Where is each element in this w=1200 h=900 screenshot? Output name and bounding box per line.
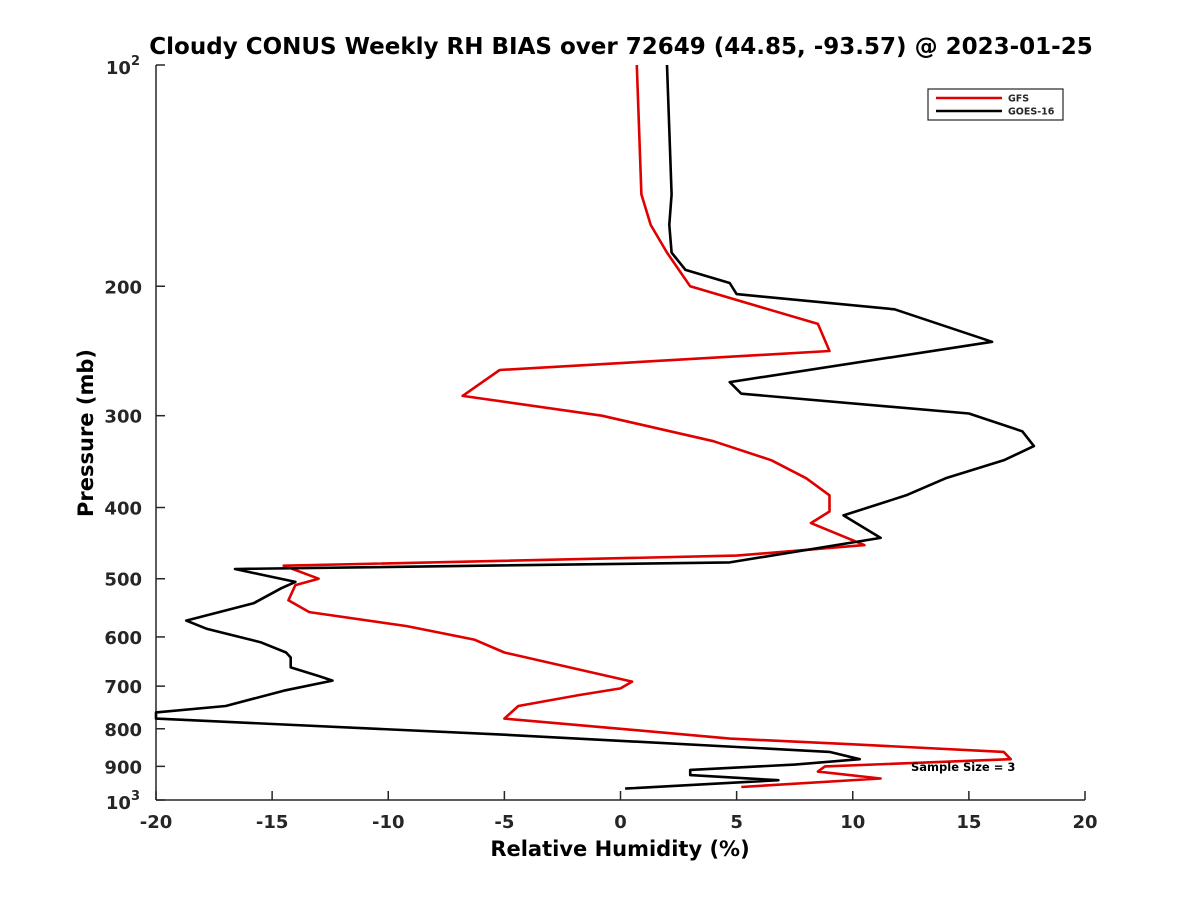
y-tick-label: 800: [104, 720, 142, 741]
x-axis-ticks: -20 -15 -10 -5 0 5 10 15 20: [140, 791, 1098, 833]
x-tick-label: 10: [840, 812, 865, 833]
x-tick-label: 20: [1072, 812, 1097, 833]
y-tick-label-power: 102: [106, 54, 140, 79]
y-tick-label: 700: [104, 677, 142, 698]
y-tick-label-power: 103: [106, 789, 140, 814]
x-tick-label: 5: [730, 812, 743, 833]
y-tick-label: 500: [104, 570, 142, 591]
y-tick-label: 900: [104, 757, 142, 778]
y-tick-label: 600: [104, 628, 142, 649]
y-tick-label: 400: [104, 499, 142, 520]
series-line-gfs: [282, 64, 1013, 789]
legend-label: GOES-16: [1008, 107, 1055, 118]
y-axis-ticks: 102 200 300 400 500 600 700 800 900 103: [104, 54, 165, 814]
x-tick-label: -15: [256, 812, 289, 833]
legend-box: [927, 88, 1064, 121]
plot-area: [155, 65, 1085, 801]
x-tick-label: -10: [372, 812, 405, 833]
sample-size-annotation: Sample Size = 3: [911, 760, 1015, 774]
y-axis-label: Pressure (mb): [74, 349, 98, 517]
y-tick-label: 300: [104, 407, 142, 428]
x-tick-label: 15: [956, 812, 981, 833]
legend: GFS GOES-16: [927, 88, 1064, 121]
x-tick-label: -5: [494, 812, 514, 833]
y-tick-label: 200: [104, 277, 142, 298]
chart-title: Cloudy CONUS Weekly RH BIAS over 72649 (…: [149, 34, 1092, 60]
x-tick-label: 0: [614, 812, 627, 833]
x-tick-label: -20: [140, 812, 173, 833]
series-lines: [154, 64, 1036, 790]
series-line-goes-16: [154, 64, 1036, 790]
x-axis-label: Relative Humidity (%): [490, 837, 749, 861]
legend-label: GFS: [1008, 94, 1029, 105]
